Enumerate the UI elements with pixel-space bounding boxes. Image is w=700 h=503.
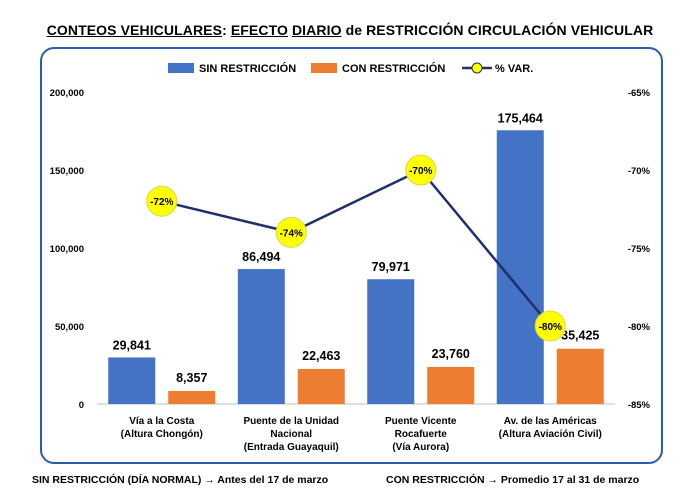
y-left-tick-label: 200,000: [50, 88, 84, 99]
y-right-tick-label: -85%: [628, 400, 651, 411]
y-right-tick-label: -80%: [628, 322, 651, 333]
data-label-sin-restriccion: 29,841: [113, 338, 151, 352]
line-series-var: [161, 168, 552, 327]
category-label: (Altura Chongón): [121, 429, 203, 440]
category-label: Av. de las Américas: [504, 416, 597, 427]
data-label-con-restriccion: 8,357: [176, 371, 207, 385]
legend-swatch-sin-restriccion: [168, 63, 194, 73]
title-part-2: EFECTO: [230, 22, 288, 38]
bar-sin-restriccion: [108, 357, 156, 404]
bar-sin-restriccion: [496, 130, 544, 404]
bar-sin-restriccion: [237, 269, 285, 404]
var-point-marker: [405, 154, 437, 186]
bar-con-restriccion: [297, 368, 345, 404]
category-label: Rocafuerte: [395, 429, 448, 440]
footer-note-con-restriccion: CON RESTRICCIÓN → Promedio 17 al 31 de m…: [386, 474, 640, 486]
title-part-1: CONTEOS VEHICULARES: [46, 22, 223, 38]
legend-label-con-restriccion: CON RESTRICCIÓN: [342, 62, 445, 75]
title-part-4: de RESTRICCIÓN CIRCULACIÓN VEHICULAR: [341, 22, 654, 38]
data-label-con-restriccion: 35,425: [561, 329, 599, 343]
y-right-tick-label: -65%: [628, 88, 651, 99]
y-left-tick-label: 50,000: [55, 322, 84, 333]
var-point-marker: [534, 310, 566, 342]
data-label-sin-restriccion: 86,494: [242, 250, 280, 264]
category-label: Nacional: [270, 429, 312, 440]
var-point-label: -70%: [409, 166, 432, 177]
bar-con-restriccion: [556, 348, 604, 404]
title-part-3: DIARIO: [291, 22, 342, 38]
var-point-label: -74%: [280, 228, 303, 239]
legend-label-var: % VAR.: [495, 63, 533, 75]
data-label-sin-restriccion: 79,971: [372, 260, 410, 274]
legend-label-sin-restriccion: SIN RESTRICCIÓN: [199, 62, 296, 75]
y-left-tick-label: 100,000: [50, 244, 84, 255]
legend-marker-var: [471, 62, 483, 74]
var-point-marker: [275, 216, 307, 248]
y-left-tick-label: 150,000: [50, 166, 84, 177]
var-point-label: -80%: [539, 322, 562, 333]
category-label: (Vía Aurora): [392, 442, 449, 453]
y-left-tick-label: 0: [79, 400, 84, 411]
category-label: Vía a la Costa: [129, 416, 194, 427]
category-label: (Altura Aviación Civil): [499, 429, 602, 440]
y-right-tick-label: -75%: [628, 244, 651, 255]
category-label: (Entrada Guayaquil): [244, 442, 339, 453]
bar-con-restriccion: [427, 366, 475, 404]
y-right-tick-label: -70%: [628, 166, 651, 177]
legend-swatch-con-restriccion: [311, 63, 337, 73]
var-point-marker: [146, 185, 178, 217]
chart-title: CONTEOS VEHICULARES: EFECTO DIARIO de RE…: [0, 22, 700, 38]
bar-con-restriccion: [168, 390, 216, 404]
var-point-label: -72%: [150, 197, 173, 208]
data-label-con-restriccion: 23,760: [432, 347, 470, 361]
category-label: Puente Vicente: [385, 416, 457, 427]
footer-note-sin-restriccion: SIN RESTRICCIÓN (DÍA NORMAL) → Antes del…: [32, 474, 329, 486]
bar-sin-restriccion: [367, 279, 415, 404]
data-label-sin-restriccion: 175,464: [498, 111, 543, 125]
category-label: Puente de la Unidad: [243, 416, 339, 427]
data-label-con-restriccion: 22,463: [302, 349, 340, 363]
chart-frame: [40, 47, 663, 464]
title-separator: :: [222, 22, 231, 38]
